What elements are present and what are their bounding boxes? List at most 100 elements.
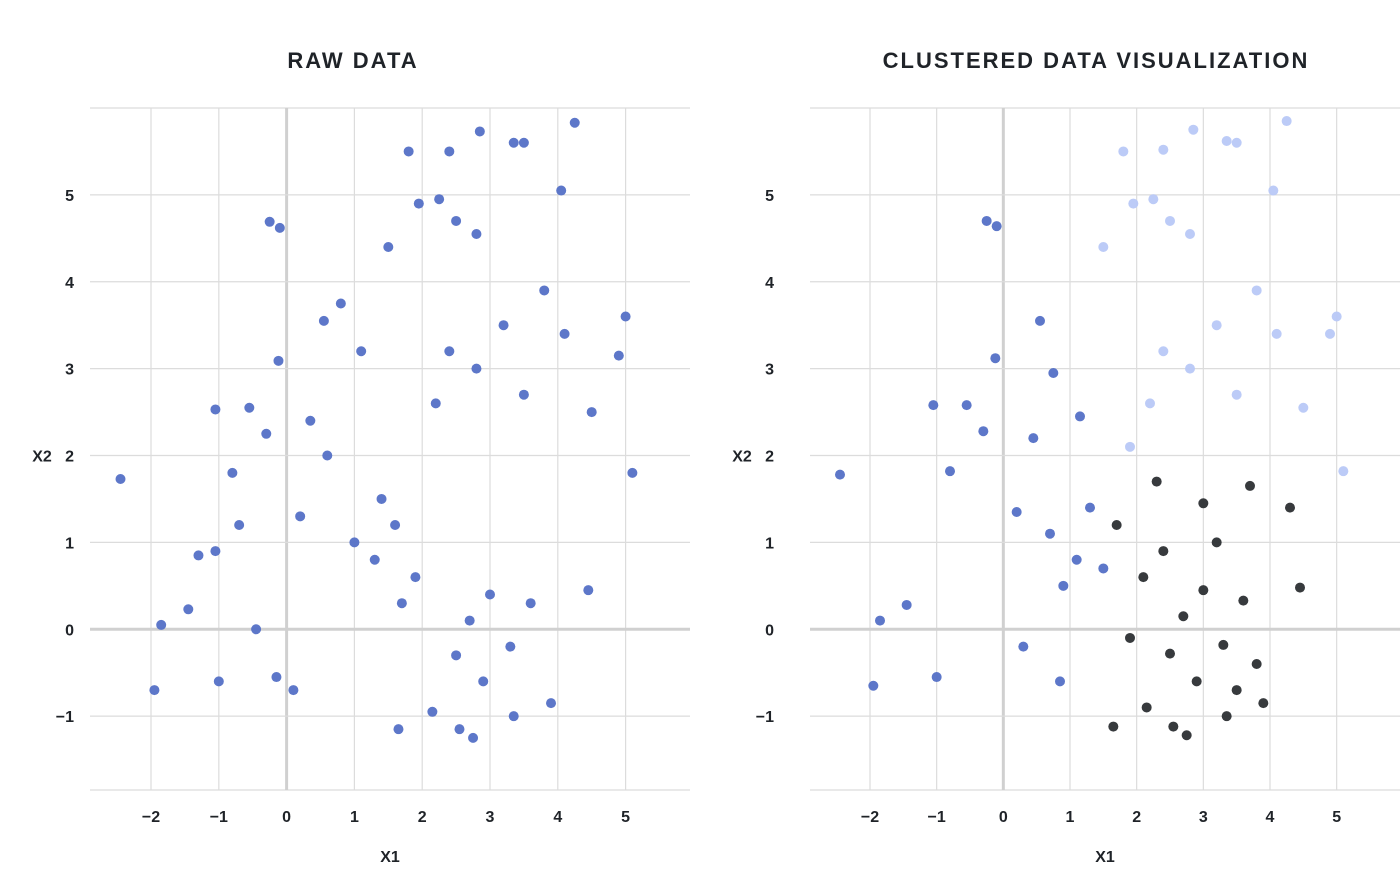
data-point <box>427 706 438 717</box>
data-point <box>556 185 567 196</box>
y-tick-label: 4 <box>765 275 774 292</box>
data-point <box>498 320 509 331</box>
data-point <box>1271 328 1282 339</box>
data-point <box>1285 502 1295 513</box>
data-point <box>478 676 489 687</box>
data-point <box>1071 554 1082 565</box>
x-tick-label: 1 <box>350 809 359 826</box>
data-point <box>261 428 272 439</box>
data-point <box>383 242 394 253</box>
data-point <box>928 400 939 411</box>
data-point <box>288 685 299 696</box>
data-points <box>835 116 1349 741</box>
data-point <box>305 415 316 426</box>
x-tick-label: −2 <box>861 809 879 826</box>
data-point <box>210 546 221 557</box>
data-point <box>583 585 594 596</box>
y-axis-label: X2 <box>32 449 52 466</box>
clustered-data-title: CLUSTERED DATA VISUALIZATION <box>882 48 1310 73</box>
data-point <box>945 466 955 477</box>
data-points <box>115 117 638 743</box>
grid-lines <box>90 107 690 791</box>
data-point <box>1048 367 1059 378</box>
data-point <box>210 404 221 415</box>
data-point <box>149 685 160 696</box>
y-tick-label: −1 <box>756 709 774 726</box>
data-point <box>335 298 346 309</box>
data-point <box>410 572 421 583</box>
data-point <box>1158 346 1169 357</box>
grid-lines <box>810 107 1400 791</box>
data-point <box>875 615 885 626</box>
data-point <box>1165 215 1175 226</box>
y-tick-label: 3 <box>65 362 74 379</box>
data-point <box>1211 320 1222 331</box>
raw-data-panel: RAW DATA −2 −1 0 1 2 3 4 5 −1 0 1 2 3 4 5 X1 X2 <box>32 48 690 866</box>
y-tick-label: 3 <box>765 362 774 379</box>
data-point <box>1111 520 1122 531</box>
data-point <box>295 511 306 522</box>
data-point <box>1138 572 1149 583</box>
data-point <box>1238 595 1249 606</box>
data-point <box>1148 194 1159 205</box>
data-point <box>1145 398 1155 409</box>
data-point <box>569 117 580 128</box>
data-point <box>1258 698 1269 709</box>
data-point <box>1125 441 1135 452</box>
data-point <box>961 400 972 411</box>
data-point <box>559 328 570 339</box>
data-point <box>403 146 414 157</box>
data-point <box>1125 632 1135 643</box>
x-tick-label: 3 <box>486 809 495 826</box>
x-tick-label: −1 <box>210 809 228 826</box>
data-point <box>156 619 167 630</box>
data-point <box>525 598 536 609</box>
data-point <box>539 285 550 296</box>
x-tick-label: −1 <box>928 809 946 826</box>
data-point <box>1231 389 1242 400</box>
data-point <box>318 315 329 326</box>
data-point <box>390 520 401 531</box>
data-point <box>868 680 879 691</box>
data-point <box>1295 582 1305 593</box>
y-tick-label: −1 <box>56 709 74 726</box>
data-point <box>349 537 360 548</box>
data-point <box>1028 433 1039 444</box>
data-point <box>1231 685 1242 696</box>
data-point <box>474 126 485 137</box>
data-point <box>444 346 455 357</box>
x-tick-label: 0 <box>282 809 291 826</box>
data-point <box>1168 721 1179 732</box>
data-point <box>322 450 333 461</box>
y-tick-label: 2 <box>65 449 74 466</box>
data-point <box>991 221 1002 232</box>
data-point <box>508 137 519 148</box>
y-tick-label: 2 <box>765 449 774 466</box>
data-point <box>1118 146 1129 157</box>
y-axis-label: X2 <box>732 449 752 466</box>
data-point <box>981 215 992 226</box>
data-point <box>430 398 441 409</box>
data-point <box>1251 659 1262 670</box>
data-point <box>1108 721 1119 732</box>
data-point <box>1198 498 1209 509</box>
data-point <box>273 355 284 366</box>
x-tick-label: 4 <box>1266 809 1275 826</box>
y-tick-label: 0 <box>765 622 774 639</box>
x-tick-label: 1 <box>1066 809 1075 826</box>
data-point <box>978 426 989 437</box>
data-point <box>1098 242 1109 253</box>
data-point <box>931 672 942 683</box>
raw-data-title: RAW DATA <box>287 48 419 73</box>
data-point <box>471 363 482 374</box>
x-tick-label: 3 <box>1199 809 1208 826</box>
data-point <box>1281 116 1292 127</box>
data-point <box>471 228 482 239</box>
data-point <box>393 724 404 735</box>
data-point <box>227 467 238 478</box>
data-point <box>1338 466 1349 477</box>
y-tick-label: 4 <box>65 275 74 292</box>
clustered-data-scatter-plot: −2 −1 0 1 2 3 4 5 −1 0 1 2 3 4 5 X1 X2 <box>732 107 1400 866</box>
data-point <box>1158 144 1169 155</box>
data-point <box>1331 311 1342 322</box>
